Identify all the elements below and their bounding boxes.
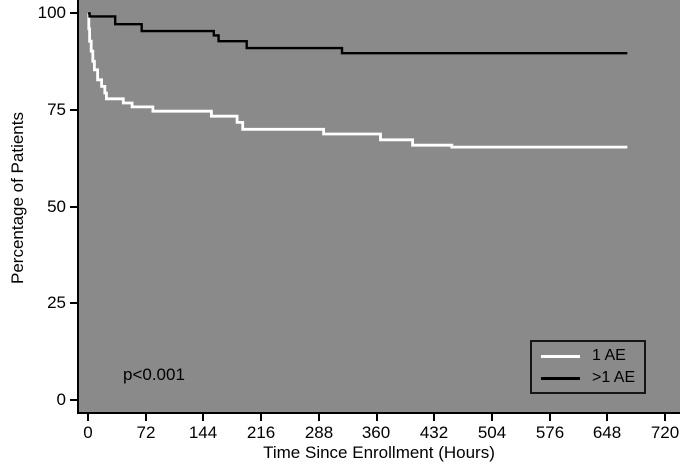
legend-line-sample-gt1ae — [541, 376, 580, 380]
x-tick-label-72: 72 — [136, 423, 156, 442]
y-axis-title: Percentage of Patients — [8, 112, 27, 285]
x-tick-label-504: 504 — [477, 423, 507, 442]
x-tick-label-720: 720 — [650, 423, 680, 442]
x-tick-label-648: 648 — [592, 423, 622, 442]
plot-area — [77, 0, 680, 414]
x-tick-mark-0 — [87, 414, 89, 421]
x-tick-mark-504 — [491, 414, 493, 421]
x-axis-title: Time Since Enrollment (Hours) — [263, 443, 495, 462]
y-tick-label-25: 25 — [47, 293, 66, 312]
legend-box: 1 AE >1 AE — [530, 340, 646, 394]
legend-line-sample-1ae — [541, 354, 580, 358]
legend-label-gt1ae: >1 AE — [592, 369, 636, 386]
x-tick-mark-648 — [606, 414, 608, 421]
x-tick-label-360: 360 — [361, 423, 391, 442]
y-tick-mark-25 — [70, 302, 77, 304]
x-tick-label-216: 216 — [246, 423, 276, 442]
x-tick-mark-144 — [202, 414, 204, 421]
legend-label-1ae: 1 AE — [592, 347, 626, 364]
x-tick-label-0: 0 — [83, 423, 93, 442]
legend-row-gt1ae: >1 AE — [532, 370, 644, 386]
x-tick-mark-720 — [664, 414, 666, 421]
x-tick-mark-576 — [549, 414, 551, 421]
legend-row-1ae: 1 AE — [532, 348, 644, 364]
y-tick-label-75: 75 — [47, 100, 66, 119]
x-tick-label-576: 576 — [535, 423, 565, 442]
x-tick-label-144: 144 — [188, 423, 218, 442]
x-tick-mark-216 — [260, 414, 262, 421]
x-tick-label-288: 288 — [304, 423, 334, 442]
y-tick-mark-75 — [70, 109, 77, 111]
p-value-annotation: p<0.001 — [123, 365, 185, 384]
curve-1ae — [87, 11, 628, 149]
y-tick-mark-0 — [70, 399, 77, 401]
y-tick-mark-50 — [70, 206, 77, 208]
y-tick-label-100: 100 — [37, 3, 66, 22]
x-tick-mark-432 — [433, 414, 435, 421]
x-tick-mark-72 — [145, 414, 147, 421]
x-tick-mark-288 — [318, 414, 320, 421]
x-tick-label-432: 432 — [419, 423, 449, 442]
y-tick-label-50: 50 — [47, 197, 66, 216]
x-tick-mark-360 — [376, 414, 378, 421]
y-tick-mark-100 — [70, 12, 77, 14]
curve-gt1ae — [88, 12, 628, 55]
y-tick-label-0: 0 — [56, 390, 66, 409]
